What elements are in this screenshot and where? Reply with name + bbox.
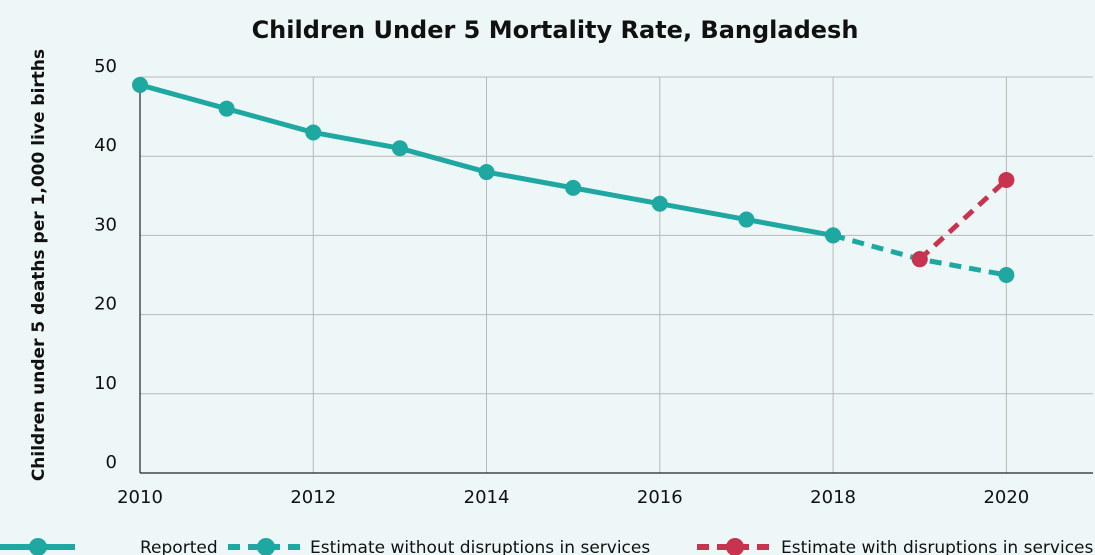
x-tick-label: 2016: [637, 487, 683, 508]
data-point-reported: [478, 164, 495, 181]
data-point-reported: [651, 195, 668, 212]
data-point-estimate-with-disruptions-in-services: [998, 171, 1015, 188]
chart-title: Children Under 5 Mortality Rate, Banglad…: [252, 16, 859, 44]
data-point-reported: [565, 179, 582, 196]
legend-marker-estimate-without-disruptions-in-services: [257, 538, 275, 555]
y-tick-label: 30: [94, 214, 117, 235]
legend-label-reported: Reported: [140, 538, 218, 555]
x-tick-label: 2014: [464, 487, 510, 508]
x-tick-label: 2012: [290, 487, 336, 508]
data-point-reported: [132, 76, 148, 93]
x-tick-label: 2020: [983, 487, 1029, 508]
axes: [139, 77, 1093, 474]
legend-label-estimate-with-disruptions-in-services: Estimate with disruptions in services: [781, 538, 1094, 555]
legend: Reported Estimate without disruptions in …: [0, 538, 1094, 555]
y-tick-label: 40: [94, 135, 117, 156]
tick-labels: 0 10 20 30 40 50 2010 2012 2014 2016 2018 2020: [94, 56, 1029, 508]
y-tick-label: 20: [94, 294, 117, 315]
x-tick-label: 2010: [117, 487, 163, 508]
x-tick-label: 2018: [810, 487, 856, 508]
y-tick-label: 0: [106, 452, 117, 473]
grid: [140, 76, 1093, 473]
legend-marker-reported: [29, 538, 47, 555]
y-tick-label: 50: [94, 56, 117, 77]
data-point-estimate-with-disruptions-in-services: [911, 251, 928, 268]
legend-label-estimate-without-disruptions-in-services: Estimate without disruptions in services: [310, 538, 650, 555]
data-point-reported: [825, 227, 842, 244]
data-point-reported: [218, 100, 235, 117]
y-axis-label: Children under 5 deaths per 1,000 live b…: [29, 49, 49, 481]
data-point-reported: [305, 124, 322, 141]
data-points: [132, 76, 1015, 283]
data-point-estimate-without-disruptions-in-services: [998, 267, 1015, 283]
legend-marker-estimate-with-disruptions-in-services: [726, 538, 744, 555]
y-tick-label: 10: [94, 373, 117, 394]
data-point-reported: [738, 211, 755, 228]
data-point-reported: [391, 140, 408, 157]
